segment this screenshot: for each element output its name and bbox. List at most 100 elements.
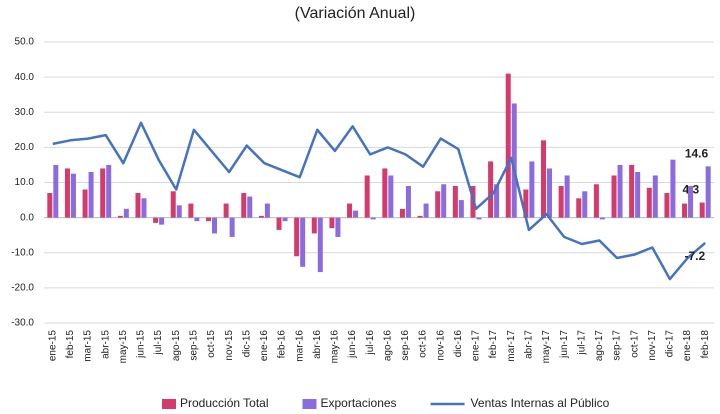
bar: [223, 203, 229, 218]
bar: [635, 171, 641, 218]
x-tick-label: jun-17: [559, 330, 570, 359]
x-tick-label: mar-15: [83, 330, 94, 362]
bar: [399, 208, 405, 218]
bar: [541, 140, 546, 218]
bar: [505, 73, 511, 218]
x-tick-label: oct-15: [206, 330, 217, 358]
bar: [206, 217, 211, 222]
legend-swatch: [162, 399, 176, 409]
bar: [300, 217, 306, 267]
value-label: -7.2: [684, 249, 705, 263]
bar: [617, 164, 623, 218]
bar: [494, 184, 500, 218]
bar: [511, 103, 517, 218]
y-tick-label: 50.0: [15, 37, 35, 48]
x-tick-label: jul-15: [153, 330, 164, 356]
bar: [88, 171, 94, 218]
bar: [247, 196, 253, 218]
bar: [364, 175, 370, 218]
x-tick-label: jun-16: [347, 330, 358, 359]
bar: [229, 217, 235, 237]
bar: [576, 198, 582, 218]
x-tick-label: jul-16: [365, 330, 376, 356]
bar: [117, 215, 123, 218]
bar: [547, 168, 552, 218]
bar: [241, 193, 247, 218]
x-tick-label: may-16: [330, 330, 341, 364]
bar: [347, 203, 353, 218]
bar: [417, 215, 423, 218]
x-tick-label: feb-15: [65, 330, 76, 359]
y-tick-label: -10.0: [11, 247, 34, 258]
bar: [188, 203, 194, 218]
y-tick-label: 30.0: [15, 107, 35, 118]
bar: [106, 164, 112, 218]
bar: [452, 186, 458, 218]
bar: [70, 173, 76, 218]
bar: [435, 191, 441, 218]
bar: [264, 203, 270, 218]
value-label: 14.6: [685, 147, 709, 161]
y-tick-label: -20.0: [11, 283, 34, 294]
x-tick-label: dic-16: [453, 330, 464, 358]
x-tick-label: jun-15: [136, 330, 147, 359]
bar: [335, 217, 341, 237]
x-tick-label: dic-15: [241, 330, 252, 358]
bar: [311, 217, 317, 234]
x-tick-label: feb-18: [700, 330, 711, 359]
x-tick-label: jul-17: [576, 330, 587, 356]
bar: [47, 193, 53, 218]
bar: [282, 217, 288, 222]
bar: [329, 217, 335, 229]
x-tick-label: sep-17: [612, 330, 623, 361]
x-tick-label: sep-15: [189, 330, 200, 361]
bar: [212, 217, 217, 234]
bar: [664, 193, 670, 218]
x-tick-label: mar-17: [506, 330, 517, 362]
x-tick-label: nov-16: [435, 330, 446, 361]
line: [52, 121, 707, 281]
y-tick-label: 10.0: [15, 177, 35, 188]
y-tick-label: 40.0: [15, 72, 35, 83]
x-tick-label: oct-16: [418, 330, 429, 358]
y-tick-label: -30.0: [11, 318, 34, 329]
bar: [276, 217, 282, 230]
bar: [317, 217, 323, 273]
legend-label: Exportaciones: [321, 396, 397, 410]
bar: [558, 186, 564, 218]
bar: [135, 193, 141, 218]
bar: [82, 189, 88, 218]
bar: [705, 166, 711, 218]
bar: [153, 217, 159, 223]
bar: [441, 184, 447, 218]
chart-title: (Variación Anual): [295, 5, 416, 22]
x-tick-label: oct-17: [629, 330, 640, 358]
legend-label: Producción Total: [180, 396, 269, 410]
legend-label: Ventas Internas al Público: [471, 396, 610, 410]
bar: [64, 168, 70, 218]
bar: [353, 210, 359, 218]
bar: [382, 168, 388, 218]
x-tick-label: dic-17: [665, 330, 676, 358]
bar: [699, 202, 705, 218]
bar: [159, 217, 165, 225]
x-tick-label: mar-16: [294, 330, 305, 362]
bar: [388, 175, 394, 218]
x-tick-label: feb-16: [277, 330, 288, 359]
bar: [611, 175, 617, 218]
bar: [652, 175, 658, 218]
bar: [294, 217, 300, 257]
bar: [370, 217, 376, 220]
bar: [488, 161, 494, 218]
y-tick-label: 0.0: [20, 212, 34, 223]
bar: [629, 164, 635, 218]
x-tick-label: ene-15: [47, 330, 58, 362]
bar: [176, 205, 182, 218]
bar: [100, 168, 106, 218]
bar: [194, 217, 200, 222]
bar: [141, 198, 147, 218]
x-tick-label: may-17: [541, 330, 552, 364]
x-tick-label: abr-15: [100, 330, 111, 359]
x-tick-label: nov-15: [224, 330, 235, 361]
